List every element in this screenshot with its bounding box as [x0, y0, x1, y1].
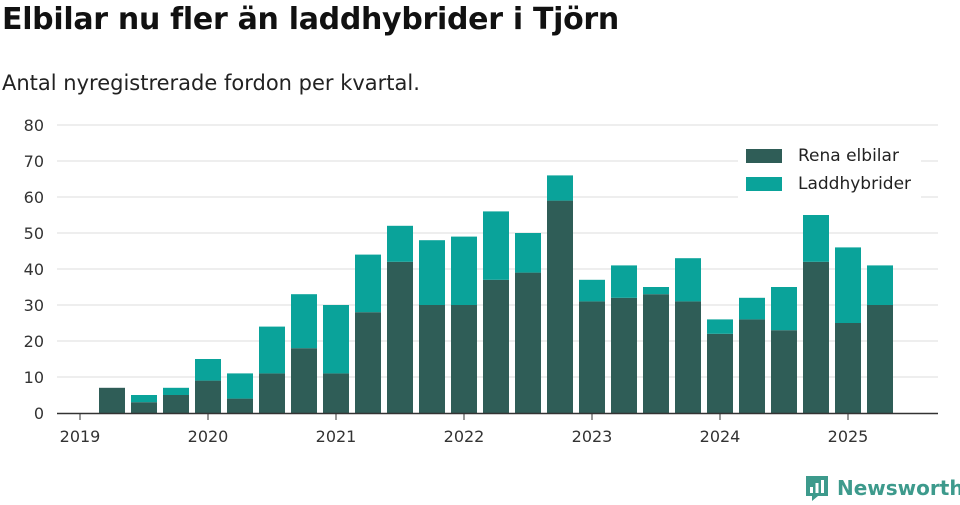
bar-bev [483, 279, 509, 413]
bar-bev [259, 373, 285, 413]
chart-legend: Rena elbilar Laddhybrider [738, 138, 922, 204]
bar-bev [387, 261, 413, 413]
y-tick-label: 20 [24, 332, 44, 351]
chart-title: Elbilar nu fler än laddhybrider i Tjörn [2, 2, 619, 37]
x-tick-label: 2021 [316, 427, 357, 446]
bar-bev [451, 305, 477, 413]
bar-bev [291, 348, 317, 413]
bar-phev [227, 373, 253, 399]
legend-label-bev: Rena elbilar [798, 146, 899, 166]
bar-phev [451, 236, 477, 305]
bar-bev [227, 398, 253, 413]
bar-phev [803, 215, 829, 262]
x-tick-label: 2020 [188, 427, 229, 446]
bar-bev [835, 323, 861, 413]
legend-label-phev: Laddhybrider [798, 174, 912, 194]
x-tick-label: 2025 [828, 427, 869, 446]
bar-bev [195, 380, 221, 413]
bar-bev [867, 305, 893, 413]
bar-phev [611, 265, 637, 298]
legend-item-phev: Laddhybrider [746, 170, 911, 198]
y-tick-label: 40 [24, 260, 44, 279]
legend-item-bev: Rena elbilar [746, 142, 911, 170]
brand-name: Newsworthy [837, 476, 960, 500]
legend-swatch-phev [746, 177, 782, 191]
bar-phev [259, 326, 285, 374]
bar-bev [771, 330, 797, 413]
bar-phev [419, 240, 445, 305]
bar-phev [483, 211, 509, 280]
bar-bev [611, 297, 637, 413]
bar-phev [195, 359, 221, 381]
y-tick-label: 0 [34, 404, 44, 423]
y-tick-label: 70 [24, 152, 44, 171]
x-tick-label: 2019 [60, 427, 101, 446]
bar-phev [579, 279, 605, 302]
bar-phev [387, 225, 413, 262]
bar-phev [643, 287, 669, 295]
bar-bev [355, 312, 381, 413]
bar-phev [867, 265, 893, 305]
bar-bev [323, 373, 349, 413]
bar-bev [675, 301, 701, 413]
bar-bev [99, 387, 125, 413]
bar-phev [323, 305, 349, 374]
bar-bev [515, 272, 541, 413]
x-tick-label: 2022 [444, 427, 485, 446]
bar-phev [675, 258, 701, 302]
y-tick-label: 50 [24, 224, 44, 243]
y-tick-label: 30 [24, 296, 44, 315]
bar-phev [515, 233, 541, 273]
bar-bev [643, 294, 669, 413]
bar-bev [547, 200, 573, 413]
bar-phev [739, 297, 765, 320]
bar-bev [579, 301, 605, 413]
x-tick-label: 2024 [700, 427, 741, 446]
bar-bev [803, 261, 829, 413]
legend-swatch-bev [746, 149, 782, 163]
bar-bev [131, 402, 157, 413]
newsworthy-logo-icon [806, 476, 828, 501]
x-tick-label: 2023 [572, 427, 613, 446]
bar-phev [835, 247, 861, 323]
y-tick-label: 80 [24, 116, 44, 135]
bar-bev [419, 305, 445, 413]
chart-subtitle: Antal nyregistrerade fordon per kvartal. [2, 71, 420, 95]
y-tick-label: 10 [24, 368, 44, 387]
bar-phev [771, 287, 797, 331]
bar-phev [707, 319, 733, 334]
bar-phev [547, 175, 573, 201]
bar-phev [131, 395, 157, 403]
newsworthy-brand[interactable]: Newsworthy [804, 474, 960, 502]
bar-bev [739, 319, 765, 413]
bar-bev [163, 395, 189, 413]
bar-phev [355, 254, 381, 313]
bar-phev [291, 294, 317, 349]
bar-bev [707, 333, 733, 413]
bar-phev [163, 387, 189, 395]
y-tick-label: 60 [24, 188, 44, 207]
